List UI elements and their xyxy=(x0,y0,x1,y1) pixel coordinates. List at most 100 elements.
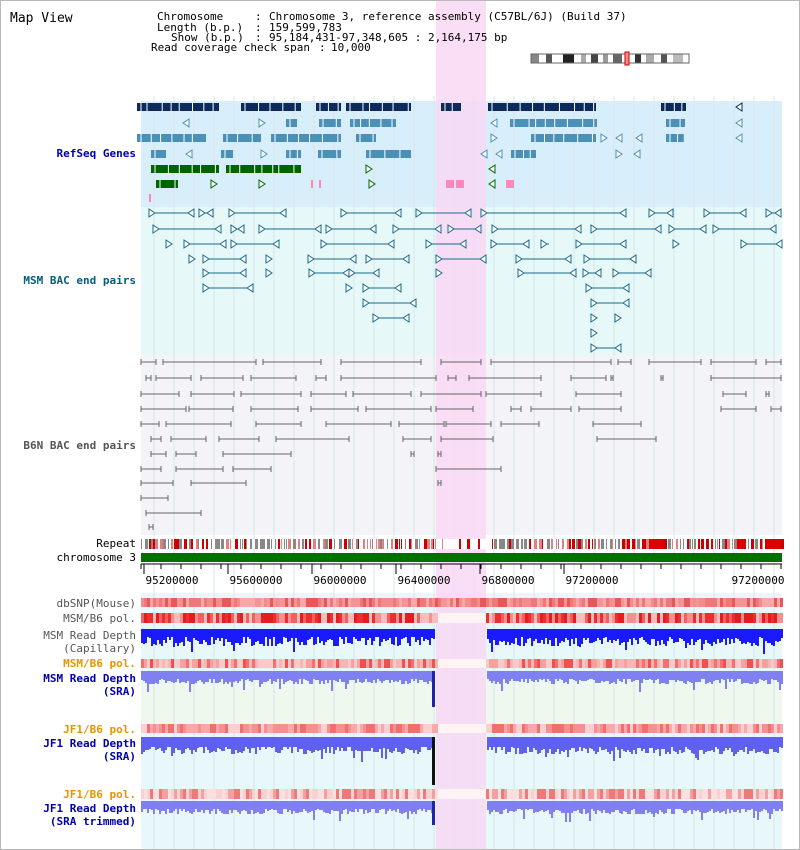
bac-end xyxy=(699,224,707,234)
depth-bar xyxy=(601,671,603,681)
track-label-jf1-b6-pol-trimmed[interactable]: JF1/B6 pol. xyxy=(63,788,136,801)
heat-cell xyxy=(204,598,207,607)
ideogram-band xyxy=(661,54,667,63)
depth-bar xyxy=(777,801,779,811)
depth-bar xyxy=(277,737,279,753)
depth-bar xyxy=(187,801,189,811)
heat-cell xyxy=(552,659,555,668)
repeat-element xyxy=(376,539,377,549)
track-label-repeat[interactable]: Repeat xyxy=(96,537,136,550)
heat-cell xyxy=(456,724,459,733)
repeat-cluster xyxy=(649,539,663,549)
b6n-bac-pair xyxy=(720,406,757,412)
heat-cell xyxy=(756,724,759,733)
ideogram-outline xyxy=(530,53,690,64)
heat-cell xyxy=(222,598,225,607)
bac-end xyxy=(622,283,630,293)
depth-bar xyxy=(691,801,693,814)
depth-bar xyxy=(299,629,301,645)
heat-cell xyxy=(765,659,768,668)
heat-cell xyxy=(486,789,489,799)
heat-cell xyxy=(468,659,471,668)
heat-cell xyxy=(426,789,429,799)
depth-bar xyxy=(371,801,373,809)
depth-bar xyxy=(219,671,221,682)
track-label-refseq[interactable]: RefSeq Genes xyxy=(56,147,136,160)
heat-cell xyxy=(240,659,243,668)
repeat-element xyxy=(547,539,550,549)
heat-cell xyxy=(327,613,330,623)
track-label-msm-b6-pol-sra[interactable]: MSM/B6 pol. xyxy=(63,657,136,670)
heat-cell xyxy=(513,598,516,607)
ideogram-band xyxy=(603,54,608,63)
depth-bar xyxy=(599,801,601,811)
heat-cell xyxy=(453,598,456,607)
track-label-chromosome[interactable]: chromosome 3 xyxy=(56,551,136,564)
depth-bar xyxy=(517,801,519,809)
track-label-jf1-b6-pol[interactable]: JF1/B6 pol. xyxy=(63,723,136,736)
track-label-jf1-depth-trimmed[interactable]: JF1 Read Depth (SRA trimmed) xyxy=(43,802,136,828)
depth-bar xyxy=(307,671,309,681)
depth-bar xyxy=(571,671,573,679)
depth-bar xyxy=(515,629,517,638)
depth-bar xyxy=(221,629,223,638)
heat-cell xyxy=(408,613,411,623)
track-label-msm-depth-sra[interactable]: MSM Read Depth (SRA) xyxy=(43,672,136,698)
heat-cell xyxy=(246,613,249,623)
refseq-gene xyxy=(488,164,496,174)
bac-end xyxy=(590,328,598,338)
depth-bar xyxy=(185,671,187,683)
heat-cell xyxy=(378,724,381,733)
repeat-element xyxy=(627,539,630,549)
repeat-element xyxy=(189,539,191,549)
track-label-dbsnp[interactable]: dbSNP(Mouse) xyxy=(56,597,136,610)
depth-bar xyxy=(295,671,297,682)
b6n-bac-pair xyxy=(325,421,392,427)
depth-bar xyxy=(365,801,367,810)
heat-cell xyxy=(234,724,237,733)
depth-bar xyxy=(497,671,499,682)
heat-cell xyxy=(564,659,567,668)
depth-bar xyxy=(183,629,185,646)
depth-bar xyxy=(417,629,419,640)
heat-cell xyxy=(159,659,162,668)
track-label-msm-b6-pol[interactable]: MSM/B6 pol. xyxy=(63,612,136,625)
heat-cell xyxy=(615,789,618,799)
track-label-b6n-bac[interactable]: B6N BAC end pairs xyxy=(23,439,136,452)
depth-bar xyxy=(333,629,335,646)
depth-bar xyxy=(685,737,687,747)
heat-cell xyxy=(402,598,405,607)
depth-bar xyxy=(669,801,671,809)
depth-bar xyxy=(359,737,361,751)
heat-cell xyxy=(147,598,150,607)
depth-bar xyxy=(741,801,743,809)
heat-cell xyxy=(480,659,483,668)
depth-bar xyxy=(779,737,781,747)
depth-bar xyxy=(369,801,371,812)
depth-bar xyxy=(665,801,667,813)
depth-bar xyxy=(769,629,771,643)
depth-bar xyxy=(513,737,515,748)
depth-bar xyxy=(709,737,711,751)
depth-bar xyxy=(351,629,353,644)
depth-bar xyxy=(265,671,267,682)
gene-marker xyxy=(456,180,464,188)
depth-bar xyxy=(717,801,719,811)
b6n-bac-pair xyxy=(660,375,664,381)
heat-cell xyxy=(189,613,192,623)
heat-cell xyxy=(363,659,366,668)
heat-cell xyxy=(354,613,357,623)
track-label-msm-bac[interactable]: MSM BAC end pairs xyxy=(23,274,136,287)
heat-cell xyxy=(462,659,465,668)
depth-bar xyxy=(425,629,427,639)
repeat-element xyxy=(668,539,671,549)
depth-bar xyxy=(643,671,645,679)
track-label-msm-depth-capillary[interactable]: MSM Read Depth (Capillary) xyxy=(43,629,136,655)
depth-bar xyxy=(219,629,221,641)
msm-bac-pair xyxy=(590,313,598,323)
depth-bar xyxy=(619,671,621,681)
depth-bar xyxy=(509,801,511,811)
track-label-jf1-depth-sra[interactable]: JF1 Read Depth (SRA) xyxy=(43,737,136,763)
depth-bar xyxy=(203,737,205,753)
